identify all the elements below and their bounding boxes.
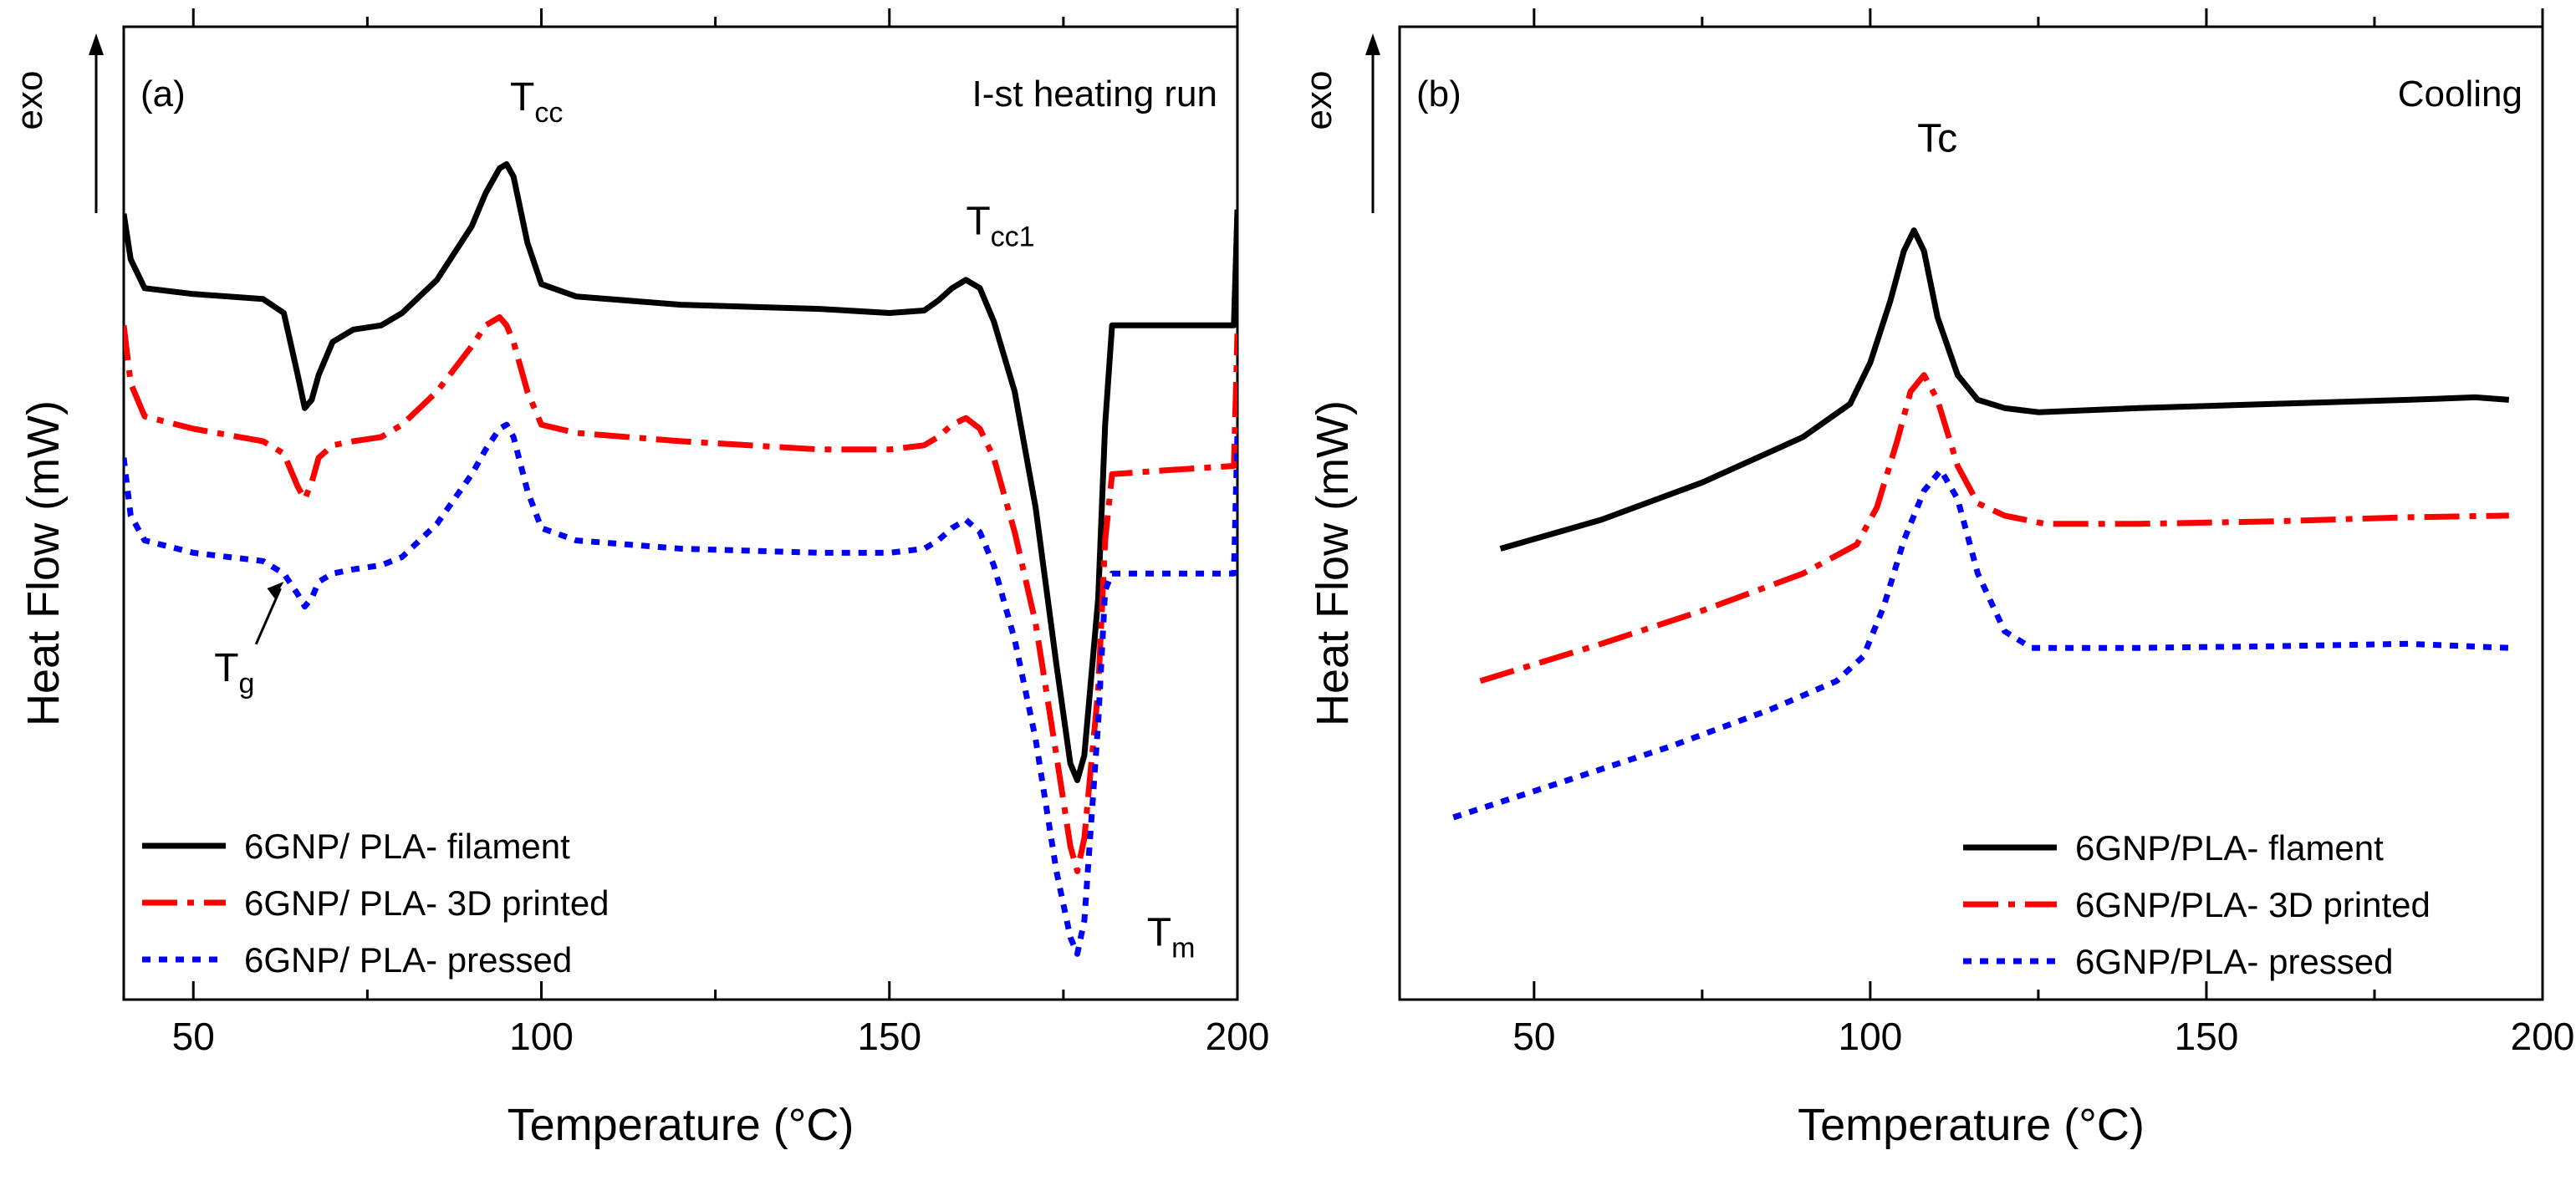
x-tick-label: 100 (1839, 1015, 1903, 1058)
legend-label: 6GNP/ PLA- filament (244, 827, 570, 866)
plot-frame (122, 25, 1239, 1001)
series-line-6gnp-pla-pressed (124, 421, 1237, 957)
series-line-6gnp-pla-pressed (1452, 467, 2509, 821)
exo-arrow-icon (1365, 33, 1380, 55)
legend-label: 6GNP/ PLA- pressed (244, 940, 572, 980)
panel-b: 50 100 150 200 Temperature (°C) Heat Flow (mW… (1298, 8, 2574, 1150)
panel-title: I-st heating run (972, 74, 1218, 115)
y-axis-title: Heat Flow (mW) (1308, 400, 1358, 726)
annotation-sub: cc (534, 97, 563, 129)
series-line-6gnp-pla-3d-printed (1479, 372, 2509, 685)
tg-arrow-icon (267, 582, 284, 599)
legend-label: 6GNP/PLA- pressed (2075, 942, 2394, 981)
panel-title: Cooling (2398, 74, 2522, 115)
x-tick-label: 50 (172, 1015, 215, 1058)
annotation-label: Tg (214, 646, 254, 700)
x-tick-label: 150 (857, 1015, 921, 1058)
x-axis-title: Temperature (°C) (508, 1100, 854, 1150)
legend-label: 6GNP/PLA- 3D printed (2075, 885, 2431, 924)
plot-frame (1398, 25, 2544, 1001)
series-line-6gnp-pla-3d-printed (124, 314, 1237, 874)
x-tick-label: 200 (2511, 1015, 2575, 1058)
annotation-sub: g (239, 668, 255, 700)
tg-arrow-shaft (254, 588, 282, 645)
exo-label: exo (1298, 71, 1339, 130)
panel-label: (b) (1416, 74, 1461, 115)
annotation-main: T (214, 646, 238, 690)
x-tick-label: 200 (1206, 1015, 1270, 1058)
annotation-label: Tc (1917, 117, 1957, 161)
annotation-main: T (966, 200, 990, 244)
annotation-main: T (1147, 910, 1171, 954)
x-tick-label: 150 (2175, 1015, 2239, 1058)
annotation-main: Tc (1917, 117, 1957, 161)
annotation-sub: cc1 (991, 221, 1035, 253)
exo-arrow-icon (89, 33, 104, 55)
exo-label: exo (9, 71, 50, 130)
annotation-main: T (510, 75, 534, 120)
x-tick-label: 50 (1512, 1015, 1555, 1058)
series-line-6gnp-pla-flament (1499, 227, 2510, 552)
annotation-sub: m (1171, 932, 1195, 964)
series-line-6gnp-pla-filament (124, 160, 1237, 783)
legend-label: 6GNP/ PLA- 3D printed (244, 883, 610, 923)
annotation-label: Tcc1 (966, 200, 1034, 253)
panel-a: 50 100 150 200 Temperature (°C) Heat Flow (mW… (9, 8, 1269, 1150)
legend-label: 6GNP/PLA- flament (2075, 828, 2384, 868)
x-axis-title: Temperature (°C) (1798, 1100, 2145, 1150)
x-tick-label: 100 (509, 1015, 574, 1058)
annotation-label: Tcc (510, 75, 563, 129)
y-axis-title: Heat Flow (mW) (18, 400, 69, 726)
annotation-label: Tm (1147, 910, 1196, 964)
panel-label: (a) (140, 74, 186, 115)
